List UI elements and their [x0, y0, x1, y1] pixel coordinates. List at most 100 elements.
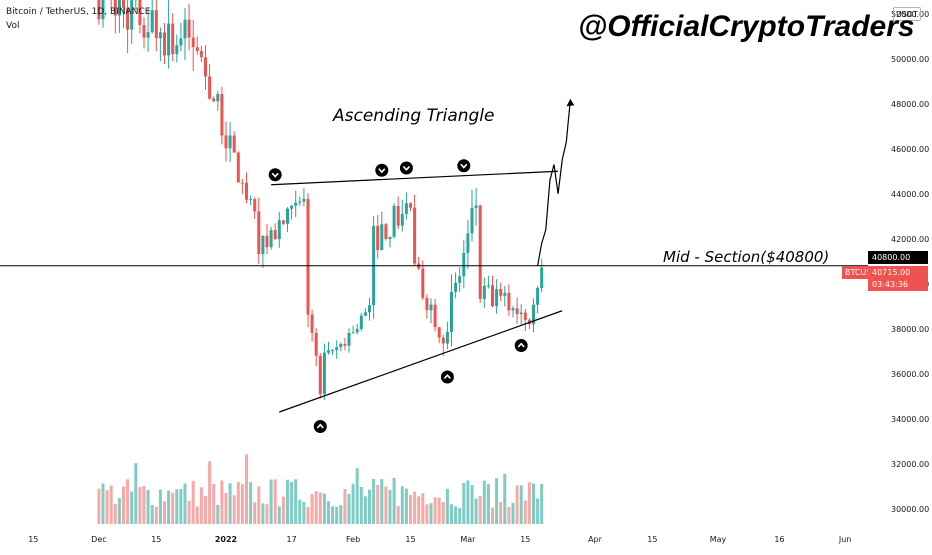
volume-bar: [495, 478, 498, 524]
volume-bar: [450, 504, 453, 524]
volume-bar: [360, 487, 363, 524]
volume-indicator-label: Vol: [6, 21, 19, 31]
volume-bar: [335, 507, 338, 524]
volume-bar: [454, 506, 457, 524]
volume-bar: [311, 494, 314, 524]
swing-high-marker: [457, 159, 470, 172]
volume-bar: [147, 490, 150, 524]
candle-body: [536, 288, 539, 305]
candle-body: [384, 224, 387, 239]
candle-body: [466, 233, 469, 253]
candle-body: [503, 293, 506, 296]
candle-body: [257, 211, 260, 254]
volume-bar: [507, 507, 510, 524]
candle-body: [167, 24, 170, 56]
projection-arrowhead: [566, 99, 574, 106]
candle-body: [507, 293, 510, 311]
candle-body: [282, 220, 285, 224]
volume-bar: [126, 479, 129, 524]
volume-bar: [171, 493, 174, 524]
candle-body: [151, 10, 154, 32]
volume-bar: [434, 497, 437, 524]
volume-bar: [216, 505, 219, 524]
volume-bar: [302, 502, 305, 524]
volume-bar: [282, 497, 285, 524]
volume-bar: [110, 485, 113, 524]
time-tick-label: 17: [287, 535, 297, 544]
candle-body: [352, 332, 355, 333]
symbol-title: Bitcoin / TetherUS, 1D, BINANCE: [6, 7, 150, 17]
volume-bar: [331, 506, 334, 524]
candle-body: [155, 10, 158, 38]
volume-bar: [204, 496, 207, 524]
volume-bar: [536, 498, 539, 524]
time-tick-label: 15: [520, 535, 530, 544]
volume-bar: [184, 484, 187, 524]
volume-bar: [274, 479, 277, 524]
candle-body: [479, 206, 482, 299]
candle-body: [159, 32, 162, 38]
volume-bar: [266, 504, 269, 524]
candle-body: [212, 99, 215, 102]
volume-bar: [163, 501, 166, 524]
volume-bar: [106, 490, 109, 524]
volume-bar: [438, 498, 441, 524]
volume-bar: [315, 491, 318, 524]
volume-bar: [393, 478, 396, 524]
candle-body: [483, 286, 486, 299]
candle-body: [204, 57, 207, 76]
volume-bar: [356, 468, 359, 524]
candle-body: [307, 199, 310, 315]
candle-body: [368, 305, 371, 312]
swing-low-marker: [441, 371, 454, 384]
time-tick-label: 2022: [215, 535, 237, 544]
candle-body: [171, 24, 174, 55]
swing-high-marker: [269, 168, 282, 181]
candle-body: [430, 305, 433, 311]
candle-body: [458, 276, 461, 283]
volume-bar: [471, 485, 474, 524]
volume-bar: [528, 482, 531, 524]
candle-body: [327, 350, 330, 352]
volume-bar: [155, 507, 158, 524]
volume-bar: [257, 486, 260, 524]
volume-bar: [323, 494, 326, 524]
volume-bar: [466, 480, 469, 524]
swing-high-marker: [375, 164, 388, 177]
swing-high-marker: [400, 162, 413, 175]
candle-body: [339, 344, 342, 347]
candle-body: [241, 183, 244, 184]
candle-body: [343, 344, 346, 346]
volume-bar: [278, 506, 281, 524]
volume-bar: [475, 498, 478, 524]
volume-bar: [134, 463, 137, 524]
volume-bar: [200, 487, 203, 524]
candle-body: [364, 312, 367, 315]
candle-body: [512, 308, 515, 310]
volume-bar: [237, 482, 240, 524]
volume-bar: [253, 502, 256, 524]
candle-body: [208, 76, 211, 98]
volume-bar: [384, 487, 387, 524]
candle-body: [315, 333, 318, 356]
volume-bar: [417, 496, 420, 524]
volume-bar: [458, 508, 461, 524]
candle-body: [421, 268, 424, 297]
volume-bar: [225, 493, 228, 524]
candle-body: [413, 208, 416, 264]
volume-bar: [348, 494, 351, 524]
candle-body: [380, 224, 383, 250]
candle-body: [143, 25, 146, 38]
volume-bar: [220, 480, 223, 524]
price-tick-label: 34000.00: [891, 415, 929, 424]
volume-bar: [167, 491, 170, 524]
candle-body: [249, 199, 252, 200]
candle-body: [253, 199, 256, 211]
volume-bar: [245, 454, 248, 524]
volume-bar: [270, 480, 273, 524]
volume-bar: [159, 490, 162, 524]
candle-body: [179, 38, 182, 45]
volume-bar: [405, 489, 408, 524]
volume-bar: [446, 489, 449, 524]
